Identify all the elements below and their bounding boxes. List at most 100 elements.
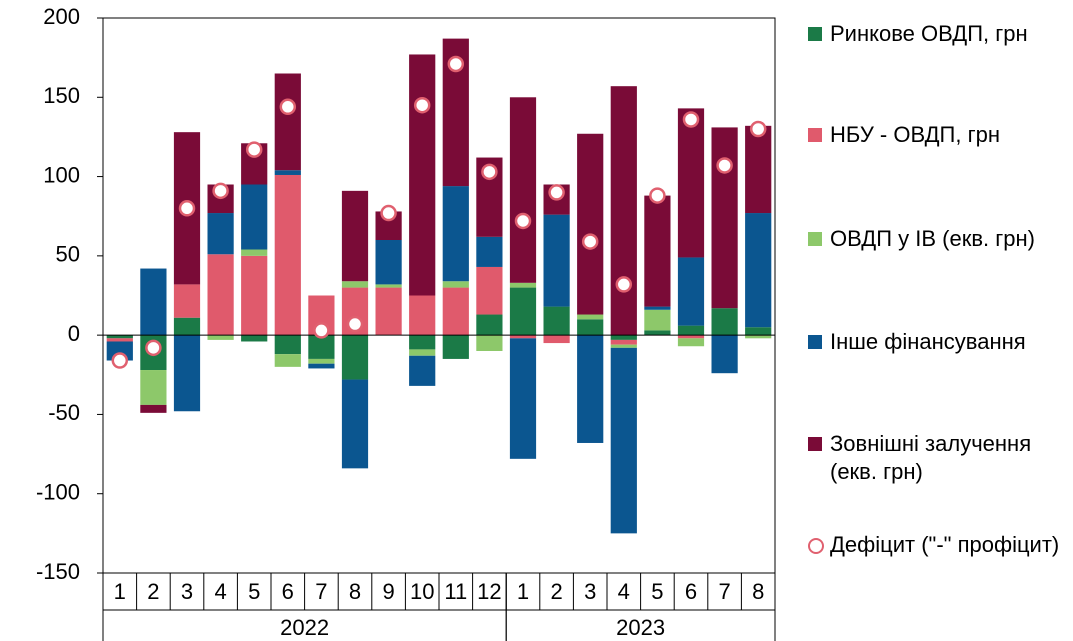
- bar: [140, 268, 167, 336]
- bar: [409, 349, 436, 356]
- bar: [409, 335, 436, 350]
- bar: [207, 213, 234, 255]
- bar: [610, 86, 637, 336]
- bar: [644, 309, 671, 331]
- x-tick-label: 10: [410, 579, 434, 604]
- legend-item: Дефіцит ("-" профіцит): [808, 531, 1073, 559]
- marker: [447, 55, 465, 73]
- legend-label: НБУ - ОВДП, грн: [830, 122, 1000, 147]
- legend-item: НБУ - ОВДП, грн: [808, 121, 1073, 149]
- bar: [610, 347, 637, 534]
- bar: [745, 327, 772, 336]
- legend-label: Дефіцит ("-" профіцит): [830, 532, 1060, 557]
- y-tick-label: 150: [43, 83, 80, 108]
- bar: [577, 319, 604, 336]
- bar: [207, 335, 234, 340]
- marker: [716, 157, 733, 174]
- x-tick-label: 12: [477, 579, 501, 604]
- marker: [749, 120, 767, 138]
- legend-label: ОВДП у ІВ (екв. грн): [830, 226, 1035, 251]
- bar: [677, 108, 705, 258]
- bar: [644, 330, 671, 336]
- x-tick-label: 11: [444, 579, 467, 604]
- marker: [313, 322, 330, 339]
- marker: [145, 339, 162, 357]
- bar: [442, 287, 469, 336]
- legend-label: Ринкове ОВДП, грн: [830, 21, 1028, 46]
- bar: [274, 174, 301, 336]
- bar: [476, 236, 503, 267]
- bar: [543, 214, 570, 307]
- x-tick-label: 9: [382, 579, 394, 604]
- y-tick-label: -150: [36, 559, 80, 584]
- bar: [476, 314, 503, 336]
- marker: [346, 315, 364, 333]
- bar: [610, 339, 637, 345]
- bar: [274, 354, 301, 367]
- bar: [509, 335, 537, 339]
- x-tick-label: 3: [181, 579, 193, 604]
- bar: [543, 306, 570, 336]
- marker: [615, 276, 633, 293]
- bar: [476, 335, 503, 351]
- bar: [409, 54, 436, 296]
- bar: [745, 335, 772, 339]
- bar: [106, 338, 133, 342]
- marker: [279, 98, 297, 116]
- bar: [207, 254, 234, 336]
- x-tick-label: 8: [349, 579, 361, 604]
- bar: [442, 186, 469, 282]
- marker: [649, 187, 666, 204]
- bar: [677, 325, 705, 336]
- bar: [509, 338, 537, 459]
- bar: [409, 295, 436, 336]
- y-tick-label: 0: [68, 321, 80, 346]
- marker: [380, 204, 397, 222]
- bar: [677, 338, 705, 347]
- bar: [409, 355, 436, 386]
- x-tick-label: 6: [685, 579, 697, 604]
- bar: [241, 255, 268, 336]
- bar: [543, 335, 570, 344]
- bar: [375, 284, 402, 288]
- legend-swatch: [808, 437, 822, 451]
- marker: [212, 182, 229, 200]
- bar: [274, 170, 301, 175]
- bar: [308, 358, 335, 364]
- x-tick-label: 4: [618, 579, 630, 604]
- bar: [577, 335, 604, 443]
- bar: [644, 195, 671, 307]
- bar: [140, 404, 167, 413]
- bar: [241, 249, 268, 256]
- y-tick-label: 200: [43, 4, 80, 29]
- bar: [442, 335, 469, 359]
- bar: [106, 335, 133, 339]
- marker: [111, 352, 129, 369]
- y-tick-label: -50: [48, 400, 80, 425]
- group-label: 2022: [280, 615, 329, 640]
- x-tick-label: 4: [214, 579, 226, 604]
- bar: [745, 125, 772, 214]
- bar: [375, 240, 402, 285]
- bar: [341, 335, 369, 380]
- bar: [509, 282, 537, 288]
- bar: [711, 127, 738, 309]
- x-tick-label: 1: [517, 579, 529, 604]
- legend-item: Ринкове ОВДП, грн: [808, 20, 1073, 48]
- bar: [341, 379, 369, 469]
- legend-swatch: [808, 27, 822, 41]
- bar: [745, 213, 772, 328]
- marker: [548, 184, 565, 201]
- bar: [577, 133, 604, 315]
- x-tick-label: 6: [282, 579, 294, 604]
- bar: [375, 287, 402, 336]
- bar: [241, 184, 268, 250]
- bar: [509, 287, 537, 336]
- x-tick-label: 5: [248, 579, 260, 604]
- x-tick-label: 2: [550, 579, 562, 604]
- bar: [308, 363, 335, 369]
- legend-label: Інше фінансування: [830, 329, 1026, 354]
- bar: [274, 73, 301, 171]
- x-tick-label: 2: [147, 579, 159, 604]
- bar: [308, 335, 335, 359]
